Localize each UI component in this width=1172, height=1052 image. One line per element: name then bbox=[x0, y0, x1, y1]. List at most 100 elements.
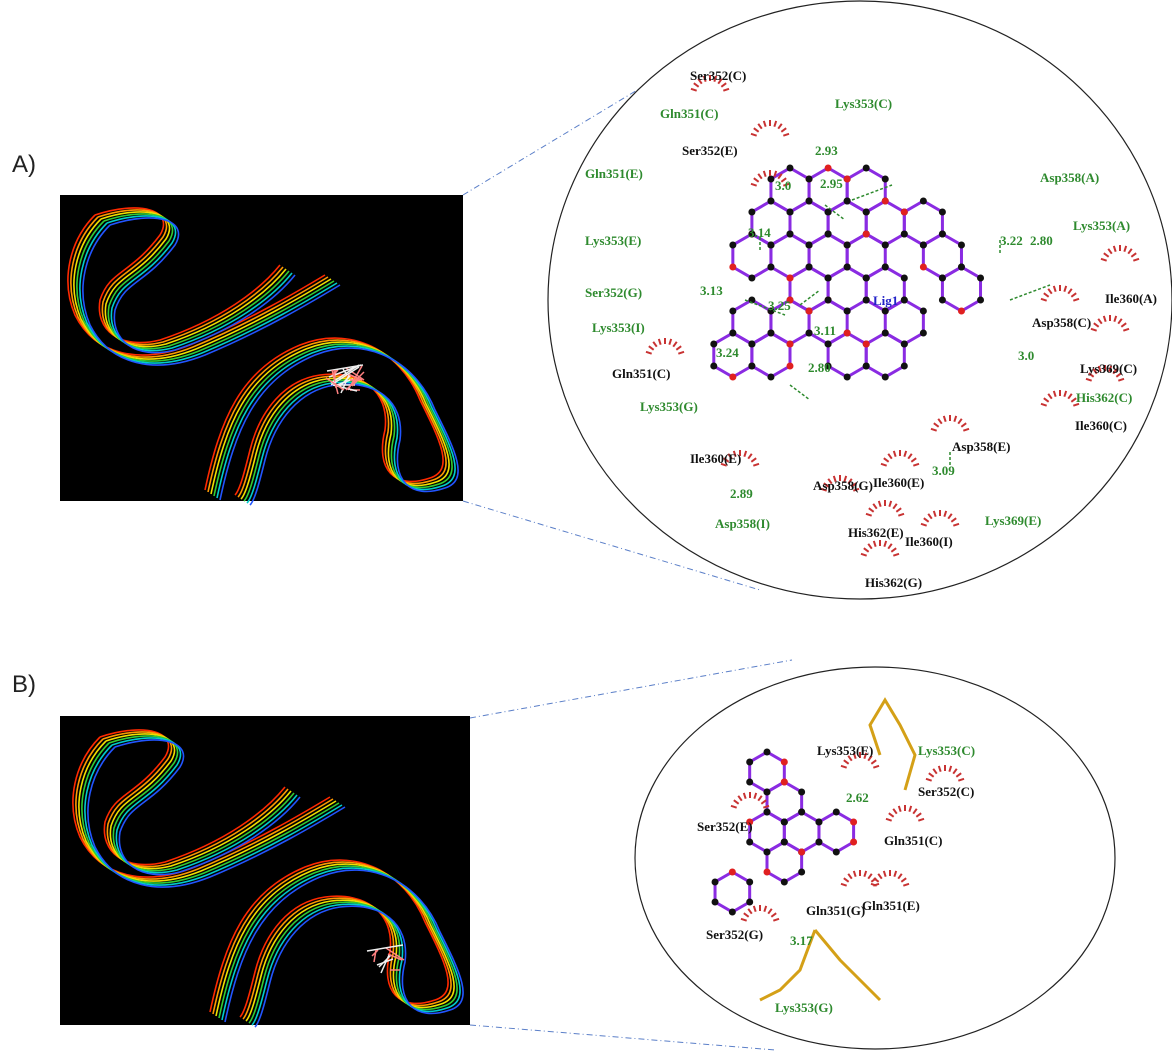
atom bbox=[764, 869, 771, 876]
atom bbox=[746, 839, 753, 846]
residue-label: Gln351(G) bbox=[806, 903, 865, 918]
atom bbox=[798, 869, 805, 876]
atom bbox=[920, 264, 927, 271]
atom bbox=[882, 308, 889, 315]
atom bbox=[746, 879, 753, 886]
atom bbox=[901, 363, 908, 370]
atom bbox=[781, 759, 788, 766]
atom bbox=[882, 330, 889, 337]
atom bbox=[939, 231, 946, 238]
atom bbox=[901, 297, 908, 304]
residue-label: Asp358(G) bbox=[813, 478, 873, 493]
residue-label: Lys369(C) bbox=[1080, 361, 1137, 376]
atom bbox=[764, 789, 771, 796]
protein-view bbox=[60, 716, 470, 1025]
atom bbox=[806, 242, 813, 249]
atom bbox=[710, 363, 717, 370]
atom bbox=[882, 374, 889, 381]
atom bbox=[798, 809, 805, 816]
atom bbox=[746, 779, 753, 786]
atom bbox=[939, 275, 946, 282]
distance-label: 3.0 bbox=[1018, 348, 1034, 363]
atom bbox=[901, 341, 908, 348]
interaction-circle bbox=[635, 667, 1115, 1049]
residue-label: Lys353(G) bbox=[640, 399, 698, 414]
atom bbox=[781, 779, 788, 786]
atom bbox=[882, 242, 889, 249]
distance-label: 3.0 bbox=[775, 178, 791, 193]
atom bbox=[767, 330, 774, 337]
atom bbox=[798, 849, 805, 856]
atom bbox=[863, 165, 870, 172]
atom bbox=[781, 879, 788, 886]
atom bbox=[833, 849, 840, 856]
atom bbox=[767, 176, 774, 183]
ligand-label: Lig1 bbox=[873, 293, 898, 308]
atom bbox=[815, 819, 822, 826]
atom bbox=[764, 749, 771, 756]
atom bbox=[767, 264, 774, 271]
atom bbox=[863, 231, 870, 238]
atom bbox=[882, 176, 889, 183]
atom bbox=[815, 839, 822, 846]
atom bbox=[729, 242, 736, 249]
atom bbox=[939, 297, 946, 304]
panel-label: B) bbox=[12, 671, 36, 698]
residue-label: Lys353(E) bbox=[817, 743, 873, 758]
residue-label: His362(C) bbox=[1076, 390, 1132, 405]
atom bbox=[825, 341, 832, 348]
atom bbox=[844, 176, 851, 183]
atom bbox=[781, 839, 788, 846]
atom bbox=[806, 330, 813, 337]
residue-label: Asp358(A) bbox=[1040, 170, 1099, 185]
atom bbox=[729, 264, 736, 271]
atom bbox=[920, 242, 927, 249]
atom bbox=[939, 209, 946, 216]
atom bbox=[748, 363, 755, 370]
protein-view bbox=[60, 195, 463, 501]
atom bbox=[863, 297, 870, 304]
atom bbox=[806, 264, 813, 271]
atom bbox=[746, 759, 753, 766]
atom bbox=[825, 297, 832, 304]
distance-label: 3.14 bbox=[748, 225, 771, 240]
atom bbox=[920, 330, 927, 337]
residue-label: Ile360(C) bbox=[1075, 418, 1127, 433]
atom bbox=[844, 264, 851, 271]
atom bbox=[863, 209, 870, 216]
residue-label: Asp358(I) bbox=[715, 516, 770, 531]
residue-label: Gln351(C) bbox=[612, 366, 671, 381]
atom bbox=[844, 374, 851, 381]
atom bbox=[806, 176, 813, 183]
figure: A) Ser352(C)Lys353(C)Gln351(C)Ser352(E)G… bbox=[0, 0, 1172, 1052]
atom bbox=[787, 341, 794, 348]
atom bbox=[748, 341, 755, 348]
atom bbox=[787, 275, 794, 282]
distance-label: 3.25 bbox=[768, 298, 791, 313]
residue-label: Gln351(E) bbox=[862, 898, 920, 913]
atom bbox=[712, 899, 719, 906]
residue-label: Lys353(G) bbox=[775, 1000, 833, 1015]
residue-label: Ile360(I) bbox=[905, 534, 953, 549]
residue-label: Ile360(E) bbox=[873, 475, 924, 490]
distance-label: 3.22 bbox=[1000, 233, 1023, 248]
atom bbox=[729, 374, 736, 381]
atom bbox=[825, 231, 832, 238]
residue-label: Gln351(E) bbox=[585, 166, 643, 181]
residue-label: Lys353(C) bbox=[918, 743, 975, 758]
atom bbox=[958, 308, 965, 315]
residue-label: Lys369(E) bbox=[985, 513, 1041, 528]
residue-label: Ser352(G) bbox=[706, 927, 763, 942]
zoom-line bbox=[470, 1025, 775, 1050]
atom bbox=[787, 231, 794, 238]
atom bbox=[850, 839, 857, 846]
atom bbox=[764, 809, 771, 816]
atom bbox=[920, 198, 927, 205]
atom bbox=[729, 308, 736, 315]
distance-label: 2.80 bbox=[1030, 233, 1053, 248]
residue-label: Asp358(E) bbox=[952, 439, 1011, 454]
atom bbox=[712, 879, 719, 886]
atom bbox=[787, 209, 794, 216]
atom bbox=[806, 308, 813, 315]
atom bbox=[825, 275, 832, 282]
